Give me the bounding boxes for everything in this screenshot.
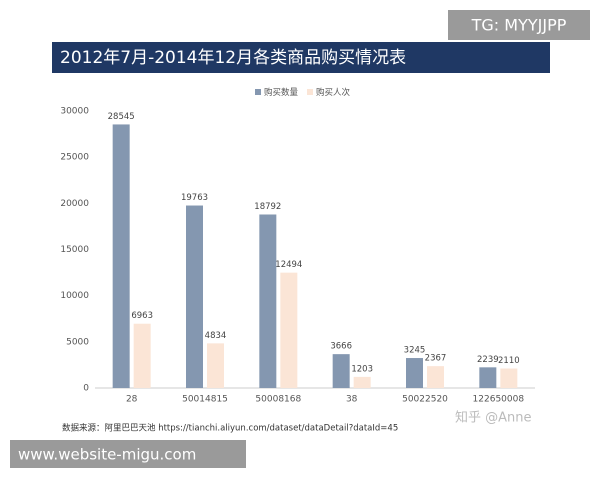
value-label: 2239: [477, 355, 499, 365]
bar: [479, 367, 497, 388]
bar: [500, 368, 518, 388]
value-label: 3245: [404, 346, 426, 356]
value-label: 28545: [108, 112, 135, 122]
y-tick-label: 15000: [60, 245, 89, 255]
value-label: 4834: [205, 331, 227, 341]
bar: [406, 358, 423, 388]
bar: [133, 323, 151, 388]
bar: [280, 272, 298, 388]
y-tick-label: 20000: [60, 199, 89, 209]
y-tick-label: 0: [83, 384, 89, 394]
bar: [186, 205, 203, 388]
x-tick-label: 38: [346, 395, 358, 405]
value-label: 18792: [254, 202, 281, 212]
legend-swatch: [255, 89, 261, 95]
source: 数据来源：阿里巴巴天池 https://tianchi.aliyun.com/d…: [62, 423, 398, 434]
bar: [112, 124, 130, 388]
value-label: 1203: [351, 364, 373, 374]
legend-swatch: [307, 89, 313, 95]
bar: [259, 214, 277, 388]
x-tick-label: 50008168: [255, 395, 301, 405]
bar: [207, 343, 224, 388]
bar: [353, 376, 371, 388]
y-tick-label: 10000: [60, 291, 89, 301]
x-tick-label: 122650008: [473, 395, 525, 405]
watermark: TG: MYYJJPP: [471, 16, 567, 35]
site-box: [10, 440, 246, 468]
signature: 知乎 @Anne: [455, 410, 532, 426]
legend-label: 购买数量: [264, 87, 299, 98]
title-bar: [52, 42, 550, 73]
bar: [332, 354, 350, 388]
watermark-box: [448, 10, 590, 40]
value-label: 3666: [330, 342, 352, 352]
value-label: 2367: [425, 354, 447, 364]
value-label: 2110: [498, 356, 520, 366]
y-tick-label: 25000: [60, 153, 89, 163]
x-tick-label: 28: [126, 395, 138, 405]
y-tick-label: 30000: [60, 107, 89, 117]
x-tick-label: 50022520: [402, 395, 448, 405]
legend-label: 购买人次: [316, 87, 351, 98]
bar: [427, 366, 444, 388]
chart-title: 2012年7月-2014年12月各类商品购买情况表: [60, 48, 406, 68]
site-watermark: www.website-migu.com: [18, 446, 196, 464]
x-tick-label: 50014815: [182, 395, 228, 405]
value-label: 19763: [181, 193, 208, 203]
y-tick-label: 5000: [66, 337, 89, 347]
value-label: 12494: [275, 260, 302, 270]
value-label: 6963: [131, 311, 153, 321]
